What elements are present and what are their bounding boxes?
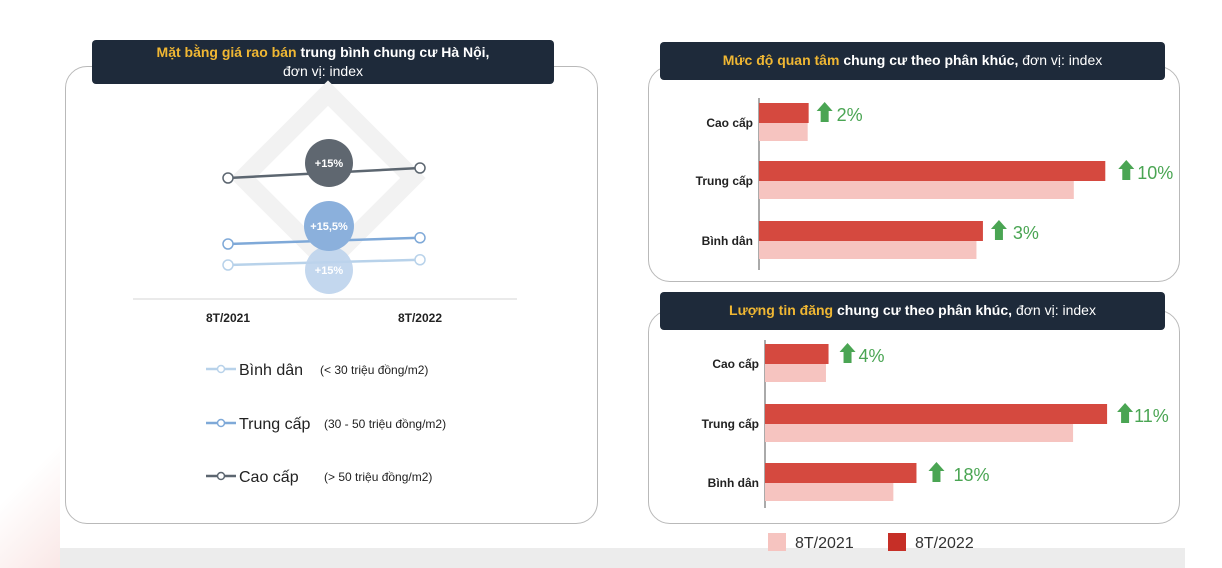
growth-arrow-icon: [839, 343, 856, 363]
bar-8t2022: [765, 344, 829, 364]
growth-label: 11%: [1134, 406, 1169, 426]
growth-arrow-icon: [1118, 160, 1135, 180]
legend-swatch-2022: [888, 533, 906, 551]
series-point-end-0: [414, 162, 426, 174]
title-highlight: Mặt bằng giá rao bán: [156, 44, 297, 60]
growth-label: 10%: [1137, 163, 1173, 183]
growth-arrow-icon: [1117, 403, 1134, 423]
bar-8t2021: [765, 483, 894, 501]
series-point-start-0: [222, 172, 234, 184]
bar-8t2021: [759, 123, 808, 141]
corner-accent: [0, 420, 60, 568]
growth-label: 18%: [953, 465, 989, 485]
title-highlight: Lượng tin đăng: [729, 302, 834, 318]
change-label-2: +15%: [315, 265, 344, 277]
title-highlight: Mức độ quan tâm: [722, 52, 840, 68]
legend-series-note: (< 30 triệu đồng/m2): [320, 363, 428, 377]
bar-8t2021: [759, 181, 1074, 199]
bar-8t2021: [759, 241, 977, 259]
bar-8t2022: [759, 221, 983, 241]
legend-marker-1: [216, 418, 226, 428]
title-bold: chung cư theo phân khúc,: [843, 52, 1019, 68]
series-point-end-1: [414, 232, 426, 244]
bar-8t2022: [759, 161, 1106, 181]
change-bubble-2: [305, 246, 353, 294]
title-unit: đơn vị: index: [1022, 52, 1103, 68]
legend-marker-0: [216, 471, 226, 481]
bar-8t2022: [759, 103, 809, 123]
change-label-1: +15,5%: [310, 221, 348, 233]
title-bold: trung bình chung cư Hà Nội,: [300, 44, 490, 60]
legend-label-2022: 8T/2022: [915, 535, 974, 552]
legend-series-note: (> 50 triệu đồng/m2): [324, 470, 432, 484]
change-bubble-1: [304, 201, 354, 251]
legend-series-note: (30 - 50 triệu đồng/m2): [324, 417, 446, 431]
x-tick-label: 8T/2022: [398, 311, 442, 325]
growth-arrow-icon: [928, 462, 945, 482]
change-label-0: +15%: [315, 158, 344, 170]
legend-swatch-2021: [768, 533, 786, 551]
growth-label: 2%: [837, 105, 863, 125]
legend-series-name: Cao cấp: [239, 469, 299, 486]
growth-arrow-icon: [816, 102, 833, 122]
series-point-start-2: [222, 259, 234, 271]
legend-2022: 8T/2022: [888, 533, 974, 553]
bar-8t2021: [765, 364, 826, 382]
category-label: Trung cấp: [702, 417, 759, 431]
legend-series-name: Trung cấp: [239, 416, 311, 433]
series-point-start-1: [222, 238, 234, 250]
category-label: Bình dân: [702, 234, 753, 248]
title-unit: đơn vị: index: [282, 63, 363, 79]
growth-label: 3%: [1013, 223, 1039, 243]
listings-chart-title: Lượng tin đăng chung cư theo phân khúc, …: [660, 292, 1165, 330]
interest-chart-title: Mức độ quan tâm chung cư theo phân khúc,…: [660, 42, 1165, 80]
footer-band: [60, 548, 1185, 568]
title-bold: chung cư theo phân khúc,: [837, 302, 1013, 318]
category-label: Trung cấp: [696, 174, 753, 188]
growth-arrow-icon: [990, 220, 1007, 240]
category-label: Bình dân: [708, 476, 759, 490]
left-chart-title: Mặt bằng giá rao bán trung bình chung cư…: [92, 40, 554, 84]
legend-label-2021: 8T/2021: [795, 535, 854, 552]
watermark-shape: [230, 80, 426, 276]
category-label: Cao cấp: [706, 116, 753, 130]
legend-2021: 8T/2021: [768, 533, 854, 553]
legend-marker-2: [216, 364, 226, 374]
growth-label: 4%: [859, 346, 885, 366]
series-point-end-2: [414, 254, 426, 266]
category-label: Cao cấp: [712, 357, 759, 371]
bar-8t2022: [765, 404, 1108, 424]
change-bubble-0: [305, 139, 353, 187]
x-tick-label: 8T/2021: [206, 311, 250, 325]
bar-8t2021: [765, 424, 1074, 442]
title-unit: đơn vị: index: [1015, 302, 1096, 318]
legend-series-name: Bình dân: [239, 362, 303, 379]
bar-8t2022: [765, 463, 917, 483]
